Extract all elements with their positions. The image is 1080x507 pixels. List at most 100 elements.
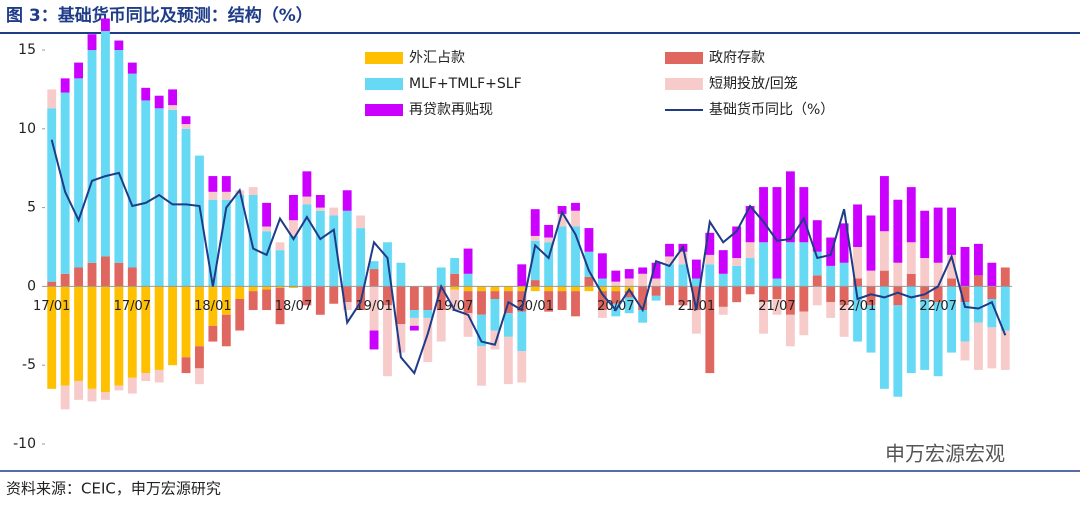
- bar: [477, 291, 486, 315]
- bar: [477, 346, 486, 386]
- bar: [691, 286, 701, 311]
- bar: [409, 286, 419, 311]
- bar: [987, 299, 997, 328]
- bar: [584, 228, 594, 252]
- bar: [571, 202, 580, 211]
- bar: [477, 286, 486, 292]
- bar: [248, 291, 258, 311]
- bar: [221, 191, 231, 200]
- bar: [853, 278, 862, 287]
- bar: [651, 278, 661, 287]
- bar: [329, 286, 339, 304]
- legend-swatch: [365, 78, 403, 90]
- bar: [665, 286, 674, 306]
- bar: [799, 242, 809, 287]
- bar: [47, 286, 57, 389]
- bar: [933, 262, 943, 287]
- bar: [906, 242, 916, 274]
- bar: [557, 286, 567, 292]
- bar: [705, 286, 715, 374]
- bar: [141, 286, 151, 374]
- bar: [409, 325, 419, 331]
- bar: [947, 254, 956, 279]
- bar: [141, 87, 151, 101]
- x-tick-label: 19/01: [355, 299, 392, 314]
- bar: [718, 250, 728, 274]
- bar: [60, 78, 70, 93]
- bar: [906, 273, 916, 287]
- bar: [141, 100, 151, 287]
- bar: [960, 341, 970, 361]
- bar: [369, 269, 379, 287]
- bar: [141, 373, 151, 381]
- bar: [759, 286, 768, 303]
- bar: [450, 258, 460, 274]
- bar: [678, 264, 688, 287]
- bar: [973, 243, 983, 276]
- bar: [678, 251, 688, 265]
- bar: [665, 256, 674, 265]
- bar: [665, 264, 674, 287]
- bar: [571, 210, 580, 227]
- bar: [571, 226, 580, 287]
- bar: [463, 291, 473, 314]
- bar: [503, 286, 513, 292]
- bar: [785, 171, 795, 243]
- bar: [571, 286, 580, 292]
- bar: [450, 286, 460, 290]
- bar: [127, 286, 137, 378]
- bar: [315, 207, 325, 211]
- bar: [530, 235, 540, 241]
- bar: [195, 286, 204, 347]
- bar: [893, 305, 903, 397]
- bar: [691, 259, 701, 279]
- y-tick-label: 15: [18, 42, 36, 58]
- bar: [879, 270, 889, 287]
- bar: [584, 286, 594, 292]
- bar: [812, 220, 822, 252]
- bar: [342, 286, 352, 303]
- bar: [718, 306, 728, 315]
- bar: [745, 258, 755, 287]
- bar: [772, 187, 782, 279]
- bar: [315, 210, 325, 287]
- bar: [101, 391, 110, 400]
- y-tick-label: 10: [18, 121, 36, 137]
- x-tick-label: 19/07: [436, 299, 473, 314]
- bar: [235, 194, 245, 287]
- bar: [208, 176, 218, 192]
- bar: [302, 286, 312, 306]
- bar: [638, 310, 648, 323]
- bar: [906, 187, 916, 243]
- bar: [114, 385, 124, 391]
- bar: [530, 240, 540, 281]
- bar: [436, 310, 446, 342]
- bar: [584, 276, 594, 287]
- bar: [597, 253, 607, 279]
- bar: [597, 278, 607, 287]
- bar: [920, 299, 930, 370]
- bar: [853, 247, 862, 279]
- bar: [705, 232, 715, 255]
- bar: [960, 247, 970, 287]
- bar: [772, 299, 782, 315]
- bar: [195, 155, 204, 287]
- bar: [920, 210, 930, 259]
- bar: [383, 305, 392, 377]
- bar: [423, 310, 433, 318]
- legend-swatch: [665, 78, 703, 90]
- bar: [785, 286, 795, 315]
- bar: [168, 286, 178, 366]
- bar: [74, 286, 84, 381]
- bar: [221, 199, 231, 287]
- bar: [745, 206, 755, 243]
- legend-label: 短期投放/回笼: [709, 75, 798, 92]
- bar: [114, 50, 124, 263]
- bar: [101, 256, 110, 287]
- x-tick-label: 18/07: [275, 299, 312, 314]
- bar: [651, 262, 661, 279]
- bar: [181, 357, 191, 374]
- bar: [530, 280, 540, 287]
- y-tick-label: 0: [27, 278, 36, 294]
